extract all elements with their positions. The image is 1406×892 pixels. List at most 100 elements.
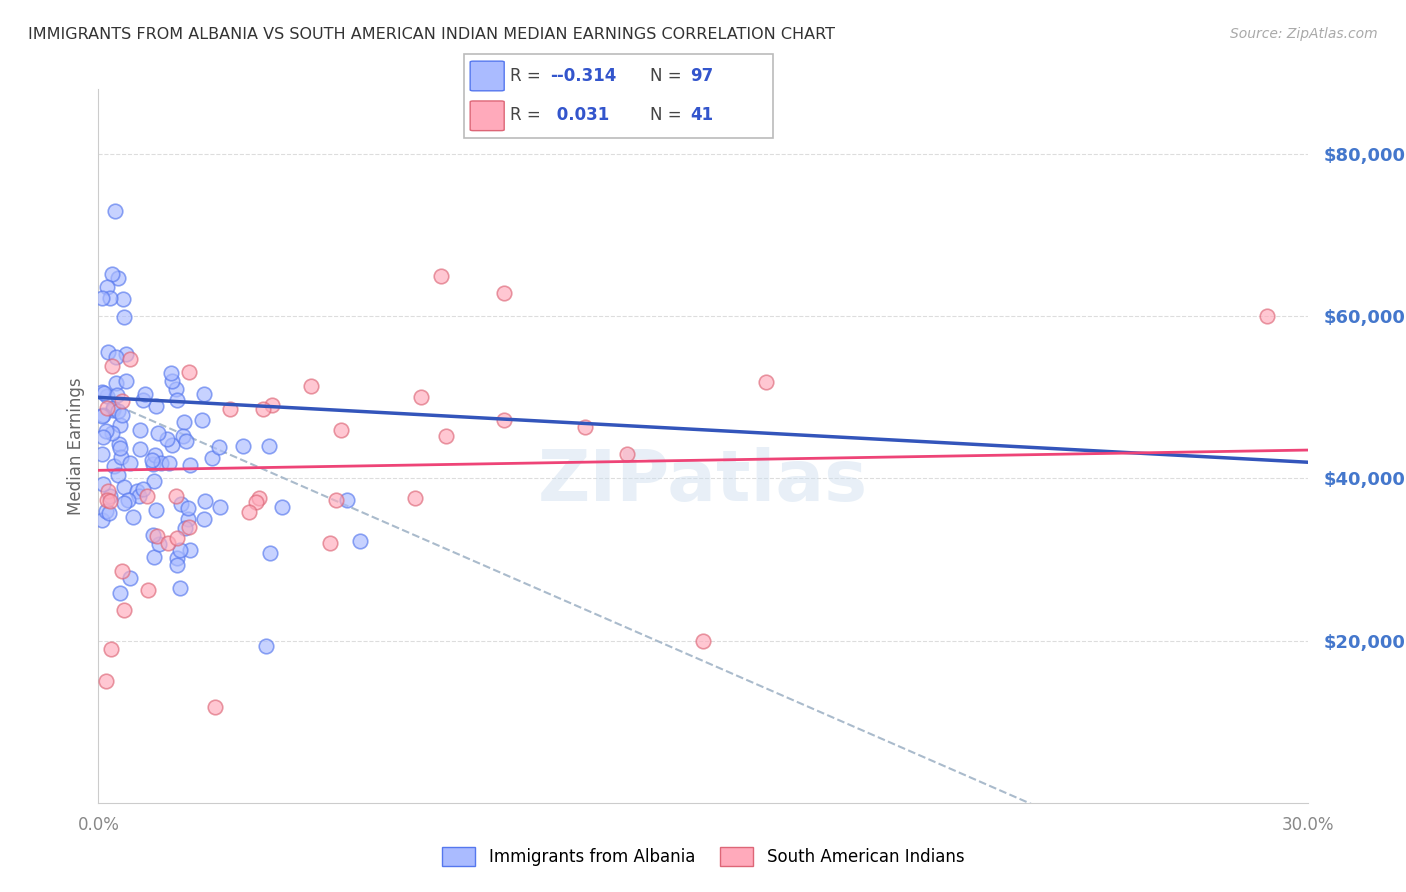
Point <box>98 494 121 508</box>
Point <box>145 502 167 516</box>
Point <box>91 513 114 527</box>
Text: 41: 41 <box>690 106 713 124</box>
Point <box>349 533 371 548</box>
Point <box>173 521 195 535</box>
Point <box>169 542 191 557</box>
Point <box>247 491 270 506</box>
Point <box>101 267 124 281</box>
Point <box>208 440 231 454</box>
Text: 0.031: 0.031 <box>551 106 609 124</box>
Point <box>128 489 150 503</box>
Point <box>94 424 117 438</box>
Point <box>107 404 129 418</box>
Point <box>96 674 118 689</box>
Point <box>105 388 128 402</box>
Point <box>166 558 188 572</box>
Point <box>692 633 714 648</box>
Point <box>98 291 121 305</box>
Point <box>98 489 121 503</box>
FancyBboxPatch shape <box>470 62 505 91</box>
Point <box>96 493 118 508</box>
Point <box>165 490 187 504</box>
Point <box>434 429 457 443</box>
Point <box>112 603 135 617</box>
Point <box>108 417 131 432</box>
Legend: Immigrants from Albania, South American Indians: Immigrants from Albania, South American … <box>436 840 970 873</box>
Point <box>142 474 165 488</box>
Point <box>148 537 170 551</box>
Point <box>141 452 163 467</box>
Point <box>111 564 134 578</box>
Point <box>105 350 128 364</box>
Point <box>117 492 139 507</box>
Point <box>166 532 188 546</box>
Point <box>172 428 194 442</box>
Point <box>112 310 135 324</box>
Point <box>142 528 165 542</box>
Point <box>110 450 132 464</box>
Point <box>494 413 516 427</box>
Point <box>150 456 173 470</box>
Point <box>96 389 118 403</box>
FancyBboxPatch shape <box>470 101 505 130</box>
Point <box>252 401 274 416</box>
Point <box>128 423 150 437</box>
Text: N =: N = <box>650 106 686 124</box>
Point <box>208 500 231 514</box>
Text: Source: ZipAtlas.com: Source: ZipAtlas.com <box>1230 27 1378 41</box>
Point <box>91 408 114 422</box>
Point <box>1256 310 1278 324</box>
Point <box>103 203 125 218</box>
Point <box>254 639 277 653</box>
Point <box>94 504 117 518</box>
Point <box>156 535 179 549</box>
Point <box>177 512 200 526</box>
Point <box>179 543 201 558</box>
Point <box>755 375 778 389</box>
Point <box>91 430 114 444</box>
Point <box>107 271 129 285</box>
Point <box>259 439 281 453</box>
Point <box>145 399 167 413</box>
Point <box>111 292 134 306</box>
Point <box>430 268 453 283</box>
Point <box>120 351 142 366</box>
Point <box>125 483 148 498</box>
Point <box>134 387 156 401</box>
Point <box>96 279 118 293</box>
Point <box>176 501 198 516</box>
Point <box>146 529 169 543</box>
Point <box>204 700 226 714</box>
Point <box>143 549 166 564</box>
Point <box>104 376 127 391</box>
Point <box>91 447 114 461</box>
Point <box>97 345 120 359</box>
Point <box>191 413 214 427</box>
Point <box>129 442 152 456</box>
Point <box>111 408 134 422</box>
Point <box>329 424 352 438</box>
Point <box>103 458 125 473</box>
Point <box>404 491 426 506</box>
Text: R =: R = <box>510 68 547 86</box>
Point <box>238 505 260 519</box>
Point <box>142 457 165 471</box>
Point <box>121 510 143 524</box>
Point <box>336 493 359 508</box>
Point <box>114 374 136 388</box>
Point <box>179 458 201 472</box>
Point <box>112 480 135 494</box>
Point <box>245 495 267 509</box>
Point <box>218 401 240 416</box>
Point <box>132 483 155 497</box>
Point <box>166 393 188 408</box>
Point <box>170 497 193 511</box>
Point <box>91 476 114 491</box>
Point <box>173 416 195 430</box>
Text: N =: N = <box>650 68 686 86</box>
Point <box>91 409 114 423</box>
Point <box>110 586 132 600</box>
Point <box>201 451 224 466</box>
Text: ZIPatlas: ZIPatlas <box>538 447 868 516</box>
Text: IMMIGRANTS FROM ALBANIA VS SOUTH AMERICAN INDIAN MEDIAN EARNINGS CORRELATION CHA: IMMIGRANTS FROM ALBANIA VS SOUTH AMERICA… <box>28 27 835 42</box>
